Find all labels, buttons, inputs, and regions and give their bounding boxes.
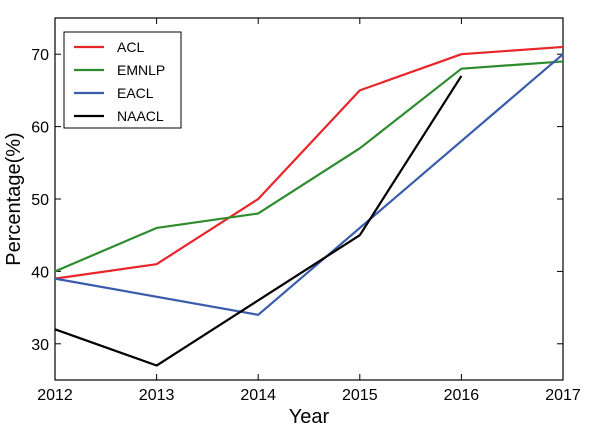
series-line-emnlp [54,60,564,273]
y-tick-label: 30 [31,337,49,354]
y-tick-label: 50 [31,192,49,209]
legend-label-emnlp: EMNLP [117,62,165,78]
y-axis-title: Percentage(%) [3,132,25,265]
y-tick-label: 40 [31,264,49,281]
legend: ACL EMNLP EACL NAACL [63,31,182,129]
series-line-eacl [54,53,564,316]
series-layer [54,45,564,367]
series-line-acl [54,45,564,280]
legend-label-naacl: NAACL [117,108,164,124]
y-tick-label: 70 [31,47,49,64]
x-tick-label: 2017 [545,387,581,404]
x-tick-label: 2013 [139,387,175,404]
x-tick-label: 2016 [444,387,480,404]
legend-label-acl: ACL [117,39,144,55]
tick-marks [54,18,564,380]
x-axis-title: Year [289,406,330,428]
x-tick-label: 2012 [37,387,73,404]
series-line-naacl [54,75,463,367]
x-tick-label: 2015 [342,387,378,404]
tick-labels: 2012 2013 2014 2015 2016 2017 30 40 50 60 70 [31,47,581,404]
y-tick-label: 60 [31,120,49,137]
legend-label-eacl: EACL [117,85,154,101]
x-tick-label: 2014 [240,387,276,404]
